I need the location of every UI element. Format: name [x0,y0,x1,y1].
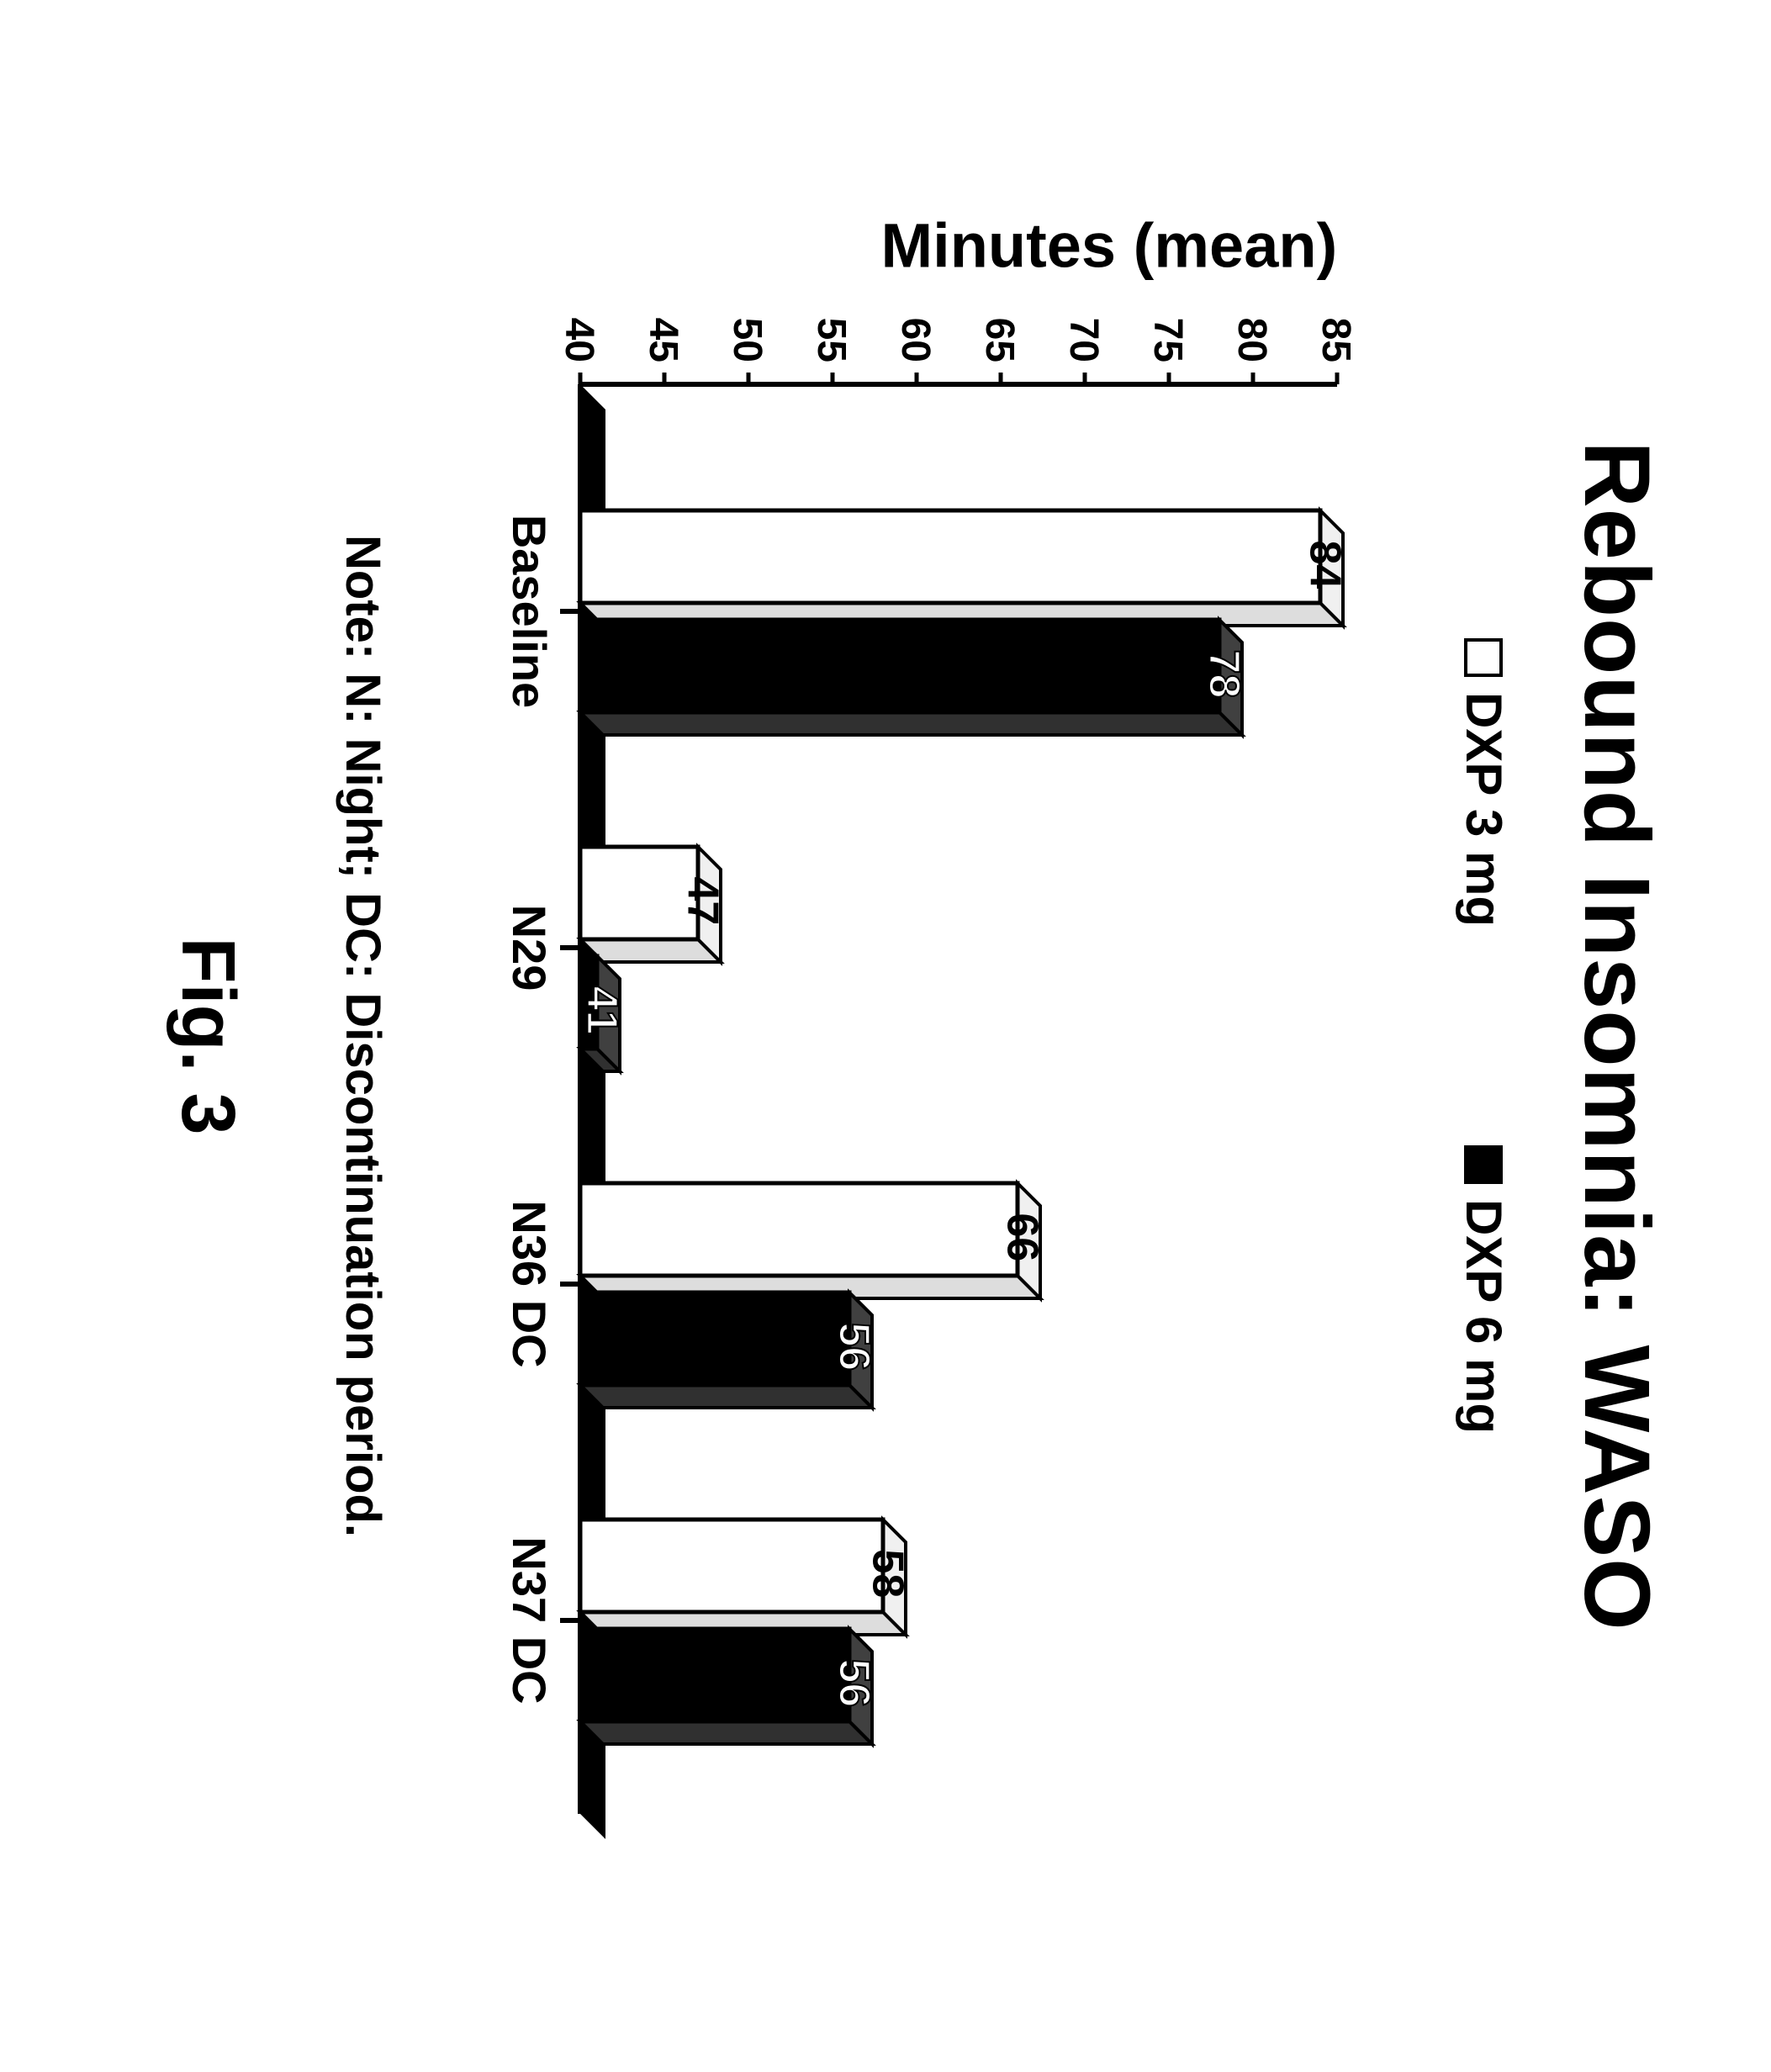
svg-text:56: 56 [830,1659,879,1708]
legend: DXP 3 mg DXP 6 mg [1455,638,1513,1434]
legend-item-series-b: DXP 6 mg [1455,1145,1513,1434]
svg-text:N36 DC: N36 DC [503,1200,556,1367]
svg-text:70: 70 [1061,318,1106,362]
svg-text:84: 84 [1301,541,1350,589]
svg-text:47: 47 [679,877,727,926]
legend-swatch-a [1465,638,1504,677]
svg-text:N37 DC: N37 DC [503,1536,556,1704]
figure-label: Fig. 3 [164,937,251,1134]
svg-text:80: 80 [1229,318,1274,362]
svg-text:65: 65 [977,318,1022,362]
legend-swatch-b [1465,1145,1504,1184]
chart-title: Rebound Insomnia: WASO [1563,441,1670,1631]
legend-label-b: DXP 6 mg [1455,1199,1513,1434]
bar-chart: 40 45 50 55 60 65 70 75 80 85 84 78 Baseline 47 41 N29 6… [450,283,1388,1864]
svg-text:N29: N29 [503,905,556,991]
svg-text:41: 41 [578,986,626,1035]
chart-note: Note: N: Night; DC: Discontinuation peri… [335,535,391,1537]
svg-text:56: 56 [830,1323,879,1372]
svg-text:55: 55 [809,318,854,362]
legend-item-series-a: DXP 3 mg [1455,638,1513,927]
svg-text:45: 45 [641,318,685,362]
svg-text:Baseline: Baseline [503,515,556,708]
svg-text:78: 78 [1200,650,1249,699]
svg-text:60: 60 [893,318,938,362]
svg-text:50: 50 [725,318,769,362]
svg-text:85: 85 [1314,318,1358,362]
svg-text:75: 75 [1145,318,1190,362]
y-axis-label: Minutes (mean) [881,210,957,282]
svg-text:40: 40 [557,318,601,362]
svg-text:66: 66 [998,1213,1047,1262]
svg-text:58: 58 [864,1550,912,1599]
legend-label-a: DXP 3 mg [1455,692,1513,927]
